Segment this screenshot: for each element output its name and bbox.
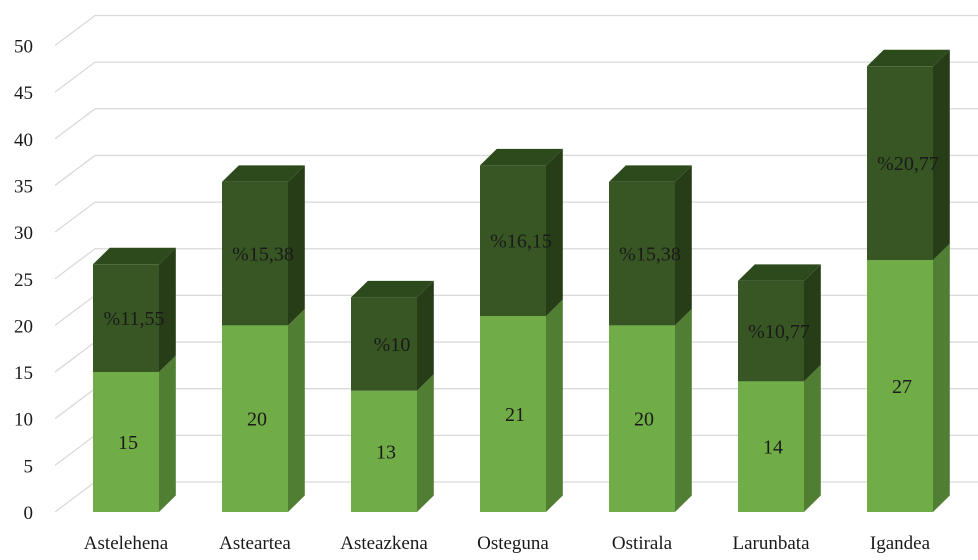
gridline <box>54 61 978 93</box>
bar-front-face <box>867 66 933 261</box>
y-tick-label: 40 <box>14 130 33 151</box>
gridline <box>54 14 978 47</box>
gridline <box>54 108 978 140</box>
y-tick-label: 15 <box>14 363 33 384</box>
bar-side-face <box>933 243 950 512</box>
bar-top-face <box>867 49 950 67</box>
x-category-label: Astelehena <box>84 533 169 554</box>
x-category-label: Igandea <box>870 533 931 554</box>
y-tick-label: 20 <box>14 316 33 337</box>
bar-top-face <box>738 264 821 281</box>
y-axis-ticks: 0 5 10 15 20 25 30 35 40 45 50 <box>14 37 33 525</box>
data-label-upper: %10 <box>374 334 411 356</box>
data-label-lower: 21 <box>505 404 525 426</box>
bar-side-face <box>804 264 821 382</box>
data-label-lower: 27 <box>892 376 912 398</box>
bar-side-face <box>288 165 305 326</box>
data-label-lower: 15 <box>118 432 138 454</box>
data-label-upper: %11,55 <box>104 308 165 330</box>
y-tick-label: 10 <box>14 410 33 431</box>
bar-side-face <box>804 364 821 512</box>
bar-front-face <box>93 372 159 512</box>
bar-front-face <box>93 264 159 373</box>
data-label-upper: %16,15 <box>490 231 552 253</box>
bar-front-face <box>738 280 804 382</box>
gridline <box>54 154 978 186</box>
bar-side-face <box>159 247 176 373</box>
bar-side-face <box>159 355 176 512</box>
bars <box>93 49 950 512</box>
bar-front-face <box>867 260 933 512</box>
y-tick-label: 50 <box>14 37 33 58</box>
data-label-lower: 14 <box>763 437 783 459</box>
bar-side-face <box>546 148 563 317</box>
bar-side-face <box>933 49 950 261</box>
bar-top-face <box>93 247 176 265</box>
bar-front-face <box>351 297 417 391</box>
bar-stack-6 <box>738 264 821 512</box>
x-category-label: Asteazkena <box>340 533 428 554</box>
y-tick-label: 5 <box>24 456 34 477</box>
bar-front-face <box>738 381 804 512</box>
data-labels: 15 %11,55 20 %15,38 13 %10 21 %16,15 20 %15,38 14%… <box>104 153 939 463</box>
bar-top-face <box>609 165 692 182</box>
bar-stack-7 <box>867 49 950 512</box>
data-label-upper: %15,38 <box>232 244 294 266</box>
bar-side-face <box>546 299 563 512</box>
x-category-label: Larunbata <box>732 533 810 554</box>
bar-stack-1 <box>93 247 176 512</box>
data-label-upper: %10,77 <box>748 321 810 343</box>
bar-side-face <box>675 308 692 512</box>
data-label-upper: %20,77 <box>877 153 939 175</box>
data-label-lower: 20 <box>634 409 654 431</box>
bar-stack-4 <box>480 148 563 512</box>
data-label-upper: %15,38 <box>619 244 681 266</box>
y-tick-label: 35 <box>14 176 33 197</box>
bar-front-face <box>480 165 546 317</box>
x-category-label: Ostirala <box>612 533 673 554</box>
bar-top-face <box>222 165 305 182</box>
bar-stack-5 <box>609 165 692 512</box>
x-category-label: Asteartea <box>219 533 291 554</box>
bar-front-face <box>222 325 288 512</box>
bar-front-face <box>609 325 675 512</box>
bar-side-face <box>675 165 692 326</box>
data-label-lower: 13 <box>376 441 396 463</box>
data-label-lower: 20 <box>247 409 267 431</box>
bar-top-face <box>480 148 563 166</box>
bar-front-face <box>480 316 546 512</box>
x-category-label: Osteguna <box>477 533 549 554</box>
bar-front-face <box>351 390 417 512</box>
y-tick-label: 30 <box>14 223 33 244</box>
x-axis-categories: Astelehena Asteartea Asteazkena Osteguna Ost… <box>84 533 931 554</box>
bar-stack-3 <box>351 280 434 512</box>
bar-stack-2 <box>222 165 305 512</box>
bar-top-face <box>351 280 434 298</box>
y-tick-label: 45 <box>14 83 33 104</box>
bar-side-face <box>288 308 305 512</box>
bar-front-face <box>222 181 288 326</box>
bar-side-face <box>417 374 434 512</box>
bar-side-face <box>417 280 434 391</box>
y-tick-label: 25 <box>14 270 33 291</box>
bar-front-face <box>609 181 675 326</box>
y-tick-label: 0 <box>24 503 34 524</box>
